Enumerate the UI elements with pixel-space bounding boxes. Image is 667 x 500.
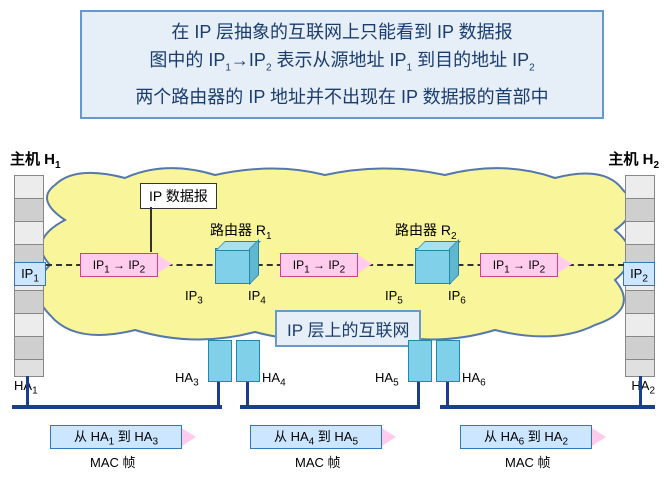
ha4-label: HA4 bbox=[262, 370, 286, 389]
arrow-3 bbox=[558, 255, 572, 273]
router-r2-cube bbox=[415, 248, 451, 284]
mac-label-1: MAC 帧 bbox=[90, 452, 136, 471]
packet-3: IP1 → IP2 bbox=[480, 253, 558, 277]
mac-label-3: MAC 帧 bbox=[505, 452, 551, 471]
title-box: 在 IP 层抽象的互联网上只能看到 IP 数据报 图中的 IP1→IP2 表示从… bbox=[80, 10, 604, 119]
ip5-label: IP5 bbox=[385, 288, 403, 307]
mac-frame-3: 从 HA6 到 HA2 bbox=[460, 425, 592, 449]
ha3-label: HA3 bbox=[175, 370, 199, 389]
arrow-2 bbox=[358, 255, 372, 273]
title-line1: 在 IP 层抽象的互联网上只能看到 IP 数据报 bbox=[92, 18, 592, 46]
lan-stub-r2r bbox=[446, 382, 449, 406]
router-r2-label: 路由器 R2 bbox=[395, 220, 457, 242]
ha2-label: HA2 bbox=[631, 378, 655, 397]
title-line2: 图中的 IP1→IP2 表示从源地址 IP1 到目的地址 IP2 bbox=[92, 46, 592, 83]
title-line3: 两个路由器的 IP 地址并不出现在 IP 数据报的首部中 bbox=[92, 83, 592, 111]
ip6-label: IP6 bbox=[448, 288, 466, 307]
ha6-label: HA6 bbox=[462, 370, 486, 389]
router-r2-bottom-right bbox=[436, 340, 460, 382]
internet-label-box: IP 层上的互联网 bbox=[275, 310, 421, 347]
lan-2 bbox=[240, 405, 420, 409]
mac-arrow-2 bbox=[382, 428, 396, 446]
ip3-label: IP3 bbox=[185, 288, 203, 307]
router-r1-cube bbox=[215, 248, 251, 284]
lan-1 bbox=[12, 405, 222, 409]
lan-3 bbox=[440, 405, 655, 409]
router-r2-bottom-left bbox=[408, 340, 432, 382]
ip4-label: IP4 bbox=[248, 288, 266, 307]
mac-frame-1: 从 HA1 到 HA3 bbox=[50, 425, 182, 449]
lan-stub-h1 bbox=[26, 376, 29, 406]
ip1-box: IP1 bbox=[14, 262, 46, 286]
mac-arrow-1 bbox=[182, 428, 196, 446]
mac-arrow-3 bbox=[592, 428, 606, 446]
lan-stub-r1l bbox=[217, 382, 220, 406]
ip2-box: IP2 bbox=[623, 262, 655, 286]
ha5-label: HA5 bbox=[375, 370, 399, 389]
callout-line bbox=[150, 207, 152, 252]
packet-1: IP1 → IP2 bbox=[80, 253, 158, 277]
mac-label-2: MAC 帧 bbox=[295, 452, 341, 471]
packet-2: IP1 → IP2 bbox=[280, 253, 358, 277]
arrow-1 bbox=[158, 255, 172, 273]
mac-frame-2: 从 HA4 到 HA5 bbox=[250, 425, 382, 449]
router-r1-label: 路由器 R1 bbox=[210, 220, 272, 242]
callout-ip-datagram: IP 数据报 bbox=[140, 183, 217, 209]
host-h2-label: 主机 H2 bbox=[608, 148, 659, 171]
lan-stub-h2 bbox=[639, 376, 642, 406]
router-r1-bottom-right bbox=[236, 340, 260, 382]
router-r1-bottom-left bbox=[208, 340, 232, 382]
host-h1-label: 主机 H1 bbox=[10, 148, 61, 171]
lan-stub-r1r bbox=[246, 382, 249, 406]
lan-stub-r2l bbox=[417, 382, 420, 406]
